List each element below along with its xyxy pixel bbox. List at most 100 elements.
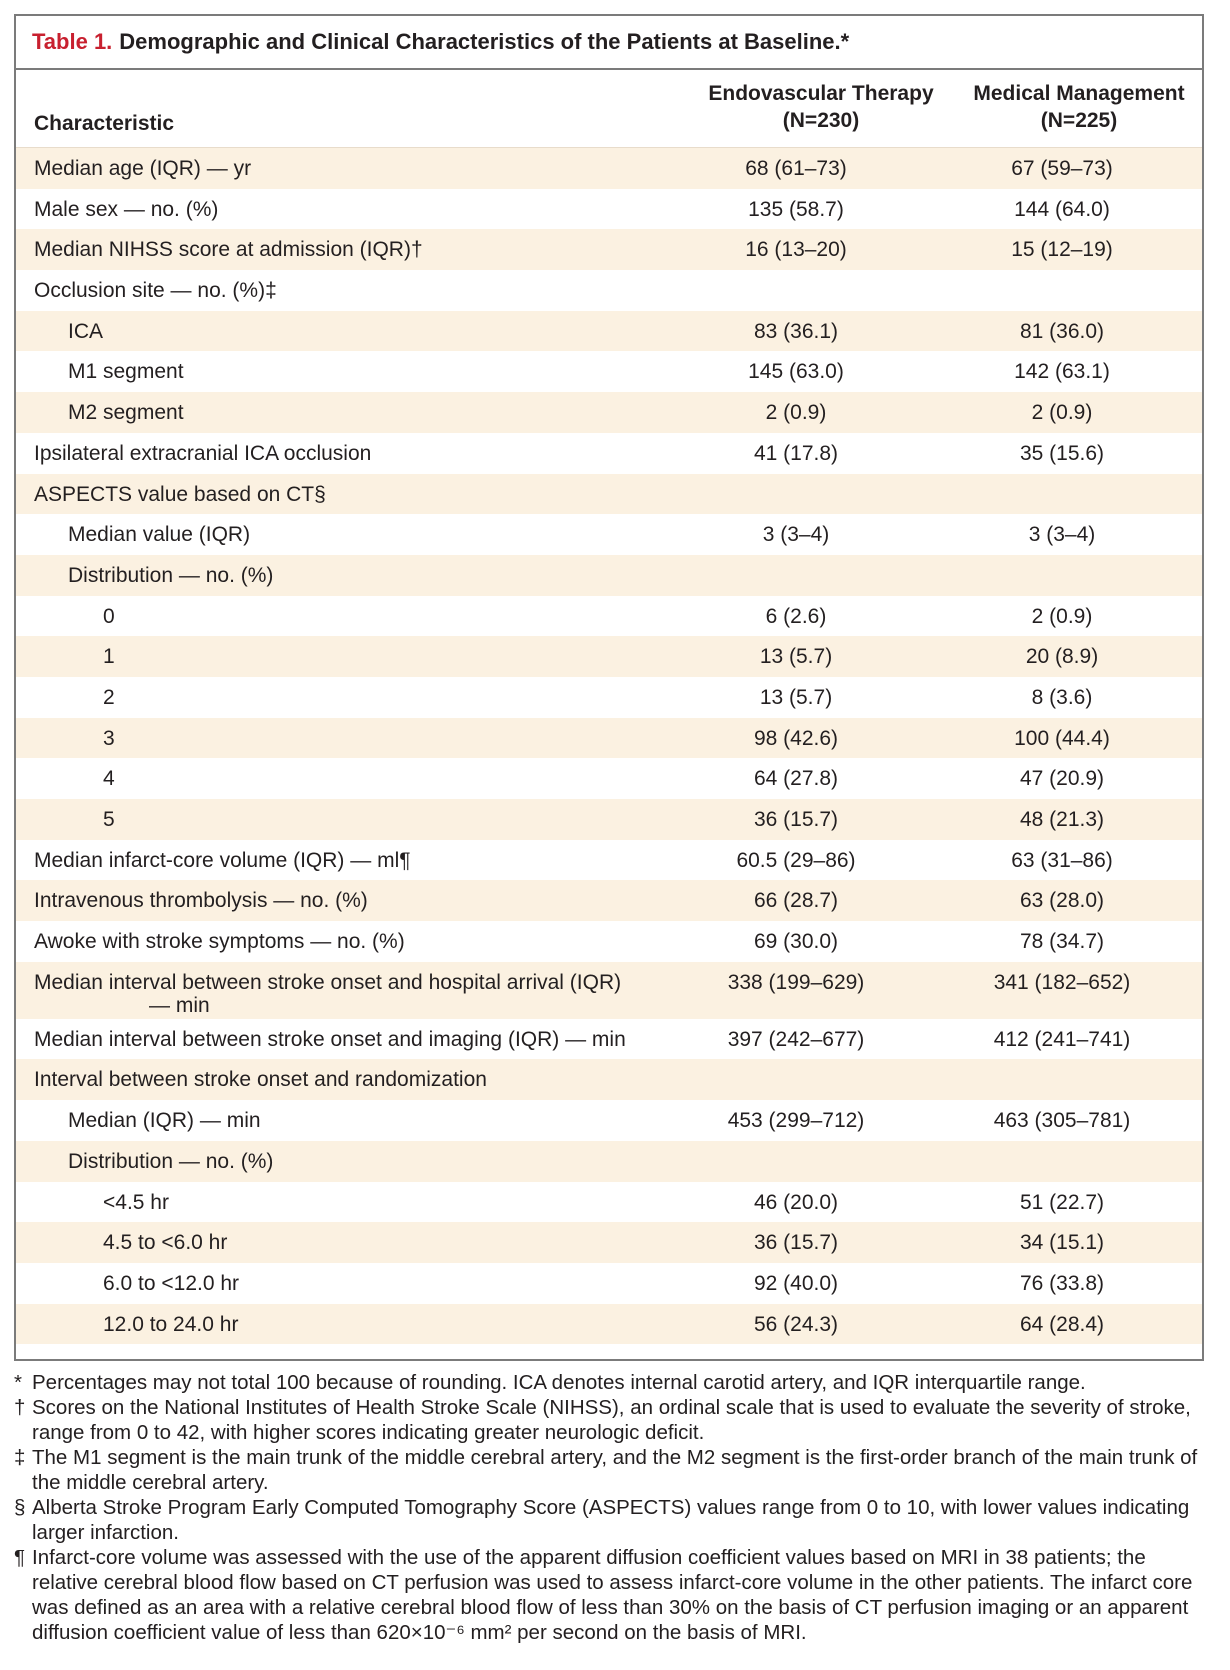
medical-management-value: 63 (31–86) — [1011, 848, 1113, 872]
endovascular-value: 13 (5.7) — [759, 685, 833, 709]
footnote-symbol: ¶ — [14, 1546, 26, 1569]
medical-management-value: 3 (3–4) — [1028, 523, 1096, 547]
row-label: Distribution — no. (%) — [68, 1149, 274, 1173]
table-row: <4.5 hr 46 (20.0) 51 (22.7) — [16, 1182, 1202, 1223]
medical-management-value: 35 (15.6) — [1019, 441, 1105, 465]
table-row: Intravenous thrombolysis — no. (%) 66 (28… — [16, 880, 1202, 922]
medical-management-value: 81 (36.0) — [1019, 319, 1105, 343]
endovascular-value: 69 (30.0) — [753, 930, 839, 954]
row-label-continuation: — min — [149, 993, 210, 1017]
endovascular-value: 3 (3–4) — [762, 523, 830, 547]
table-row: Median infarct-core volume (IQR) — ml¶ 60… — [16, 840, 1202, 881]
table-number: Table 1. — [32, 29, 113, 54]
table-row: M2 segment 2 (0.9) 2 (0.9) — [16, 392, 1202, 433]
table-row: 3 98 (42.6) 100 (44.4) — [16, 717, 1202, 759]
footnote-text: Infarct-core volume was assessed with th… — [32, 1546, 1193, 1644]
header-endovascular-n: (N=230) — [782, 109, 860, 132]
row-label: Interval between stroke onset and random… — [34, 1068, 487, 1092]
footnote-symbol: ‡ — [14, 1446, 26, 1469]
medical-management-value: 48 (21.3) — [1019, 808, 1105, 831]
table-row: Median value (IQR) 3 (3–4) 3 (3–4) — [16, 514, 1202, 555]
row-label: ICA — [68, 319, 104, 343]
row-label: Median infarct-core volume (IQR) — ml¶ — [34, 848, 411, 872]
medical-management-value: 64 (28.4) — [1019, 1312, 1105, 1336]
table-row: Male sex — no. (%) 135 (58.7) 144 (64.0) — [16, 189, 1202, 230]
row-label: Median age (IQR) — yr — [34, 157, 252, 180]
endovascular-value: 16 (13–20) — [745, 238, 847, 262]
footnote-symbol: * — [14, 1371, 22, 1394]
row-label: Median (IQR) — min — [68, 1109, 261, 1133]
endovascular-value: 66 (28.7) — [753, 889, 839, 913]
medical-management-value: 67 (59–73) — [1011, 157, 1113, 180]
header-endovascular-therapy: Endovascular Therapy (N=230) — [671, 80, 971, 134]
table-row: Interval between stroke onset and random… — [16, 1059, 1202, 1101]
footnote-symbol: § — [14, 1496, 26, 1519]
footnote-text: The M1 segment is the main trunk of the … — [32, 1446, 1198, 1494]
medical-management-value: 2 (0.9) — [1031, 401, 1093, 425]
endovascular-value: 453 (299–712) — [727, 1109, 865, 1133]
table-row: ICA 83 (36.1) 81 (36.0) — [16, 310, 1202, 352]
endovascular-value: 36 (15.7) — [753, 1231, 839, 1255]
row-label: 4 — [103, 767, 115, 791]
baseline-characteristics-table: Table 1. Demographic and Clinical Charac… — [14, 14, 1204, 1361]
endovascular-value: 2 (0.9) — [765, 401, 827, 425]
row-label: Median interval between stroke onset and… — [34, 970, 622, 994]
endovascular-value: 64 (27.8) — [753, 767, 839, 791]
header-medical-n: (N=225) — [1040, 109, 1118, 132]
endovascular-value: 98 (42.6) — [753, 726, 839, 750]
row-label: 3 — [103, 726, 115, 750]
row-label: Median value (IQR) — [68, 523, 251, 547]
table-row: 2 13 (5.7) 8 (3.6) — [16, 677, 1202, 718]
endovascular-value: 397 (242–677) — [727, 1027, 865, 1051]
table-row: Median interval between stroke onset and… — [16, 1019, 1202, 1060]
row-label: M2 segment — [68, 401, 184, 425]
table-row: 6.0 to <12.0 hr 92 (40.0) 76 (33.8) — [16, 1263, 1202, 1304]
endovascular-value: 46 (20.0) — [753, 1190, 839, 1214]
endovascular-value: 92 (40.0) — [753, 1271, 839, 1295]
endovascular-value: 145 (63.0) — [748, 360, 844, 384]
medical-management-value: 51 (22.7) — [1019, 1190, 1105, 1214]
row-label: ASPECTS value based on CT§ — [34, 482, 326, 506]
footnote: † Scores on the National Institutes of He… — [14, 1395, 1214, 1445]
row-label: 4.5 to <6.0 hr — [103, 1231, 228, 1255]
footnote-symbol: † — [14, 1396, 26, 1419]
row-label: Ipsilateral extracranial ICA occlusion — [34, 441, 372, 465]
medical-management-value: 100 (44.4) — [1014, 726, 1110, 750]
header-characteristic: Characteristic — [34, 112, 175, 135]
table-title: Demographic and Clinical Characteristics… — [119, 29, 850, 54]
header-medical-management: Medical Management (N=225) — [929, 80, 1229, 134]
table-row: Awoke with stroke symptoms — no. (%) 69 (… — [16, 921, 1202, 962]
medical-management-value: 76 (33.8) — [1019, 1271, 1105, 1295]
footnote-text: Alberta Stroke Program Early Computed To… — [32, 1496, 1190, 1544]
medical-management-value: 144 (64.0) — [1014, 197, 1110, 221]
medical-management-value: 8 (3.6) — [1031, 685, 1093, 709]
table-row: Ipsilateral extracranial ICA occlusion 41… — [16, 433, 1202, 474]
row-label: Distribution — no. (%) — [68, 563, 274, 587]
table-row: 4.5 to <6.0 hr 36 (15.7) 34 (15.1) — [16, 1222, 1202, 1263]
row-label: Median interval between stroke onset and… — [34, 1027, 626, 1051]
medical-management-value: 20 (8.9) — [1025, 645, 1099, 669]
table-row: ASPECTS value based on CT§ — [16, 473, 1202, 515]
footnote: § Alberta Stroke Program Early Computed T… — [14, 1495, 1214, 1545]
endovascular-value: 83 (36.1) — [753, 319, 839, 343]
medical-management-value: 15 (12–19) — [1011, 238, 1113, 262]
row-label: Male sex — no. (%) — [34, 197, 219, 221]
endovascular-value: 56 (24.3) — [753, 1312, 839, 1336]
medical-management-value: 78 (34.7) — [1019, 930, 1105, 954]
table-body: Median age (IQR) — yr 68 (61–73) 67 (59–73… — [16, 148, 1202, 1345]
medical-management-value: 2 (0.9) — [1031, 604, 1093, 628]
row-label: M1 segment — [68, 360, 184, 384]
footnote: * Percentages may not total 100 because o… — [14, 1370, 1214, 1395]
table-row: M1 segment 145 (63.0) 142 (63.1) — [16, 351, 1202, 392]
table-row: 5 36 (15.7) 48 (21.3) — [16, 799, 1202, 840]
table-row: Occlusion site — no. (%)‡ — [16, 270, 1202, 311]
endovascular-value: 338 (199–629) — [727, 970, 865, 994]
endovascular-value: 6 (2.6) — [765, 604, 827, 628]
row-label: Median NIHSS score at admission (IQR)† — [34, 238, 423, 262]
medical-management-value: 341 (182–652) — [993, 970, 1131, 994]
endovascular-value: 41 (17.8) — [753, 441, 839, 465]
footnote: ¶ Infarct-core volume was assessed with t… — [14, 1545, 1214, 1645]
table-row: Median NIHSS score at admission (IQR)† 16… — [16, 229, 1202, 271]
row-label: Occlusion site — no. (%)‡ — [34, 279, 277, 303]
table-footnotes: * Percentages may not total 100 because o… — [14, 1370, 1214, 1645]
